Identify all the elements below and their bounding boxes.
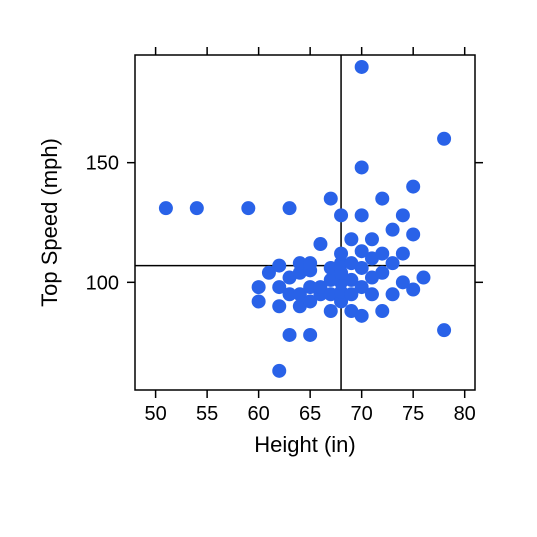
x-tick-label: 65 xyxy=(299,403,321,425)
data-point xyxy=(375,192,389,206)
data-point xyxy=(283,201,297,215)
data-point xyxy=(396,247,410,261)
data-point xyxy=(416,271,430,285)
x-tick-label: 55 xyxy=(196,403,218,425)
data-point xyxy=(190,201,204,215)
data-point xyxy=(303,256,317,270)
data-point xyxy=(324,304,338,318)
y-tick-label: 150 xyxy=(86,153,119,175)
data-point xyxy=(334,247,348,261)
x-tick-label: 70 xyxy=(351,403,373,425)
data-point xyxy=(334,208,348,222)
data-point xyxy=(375,247,389,261)
data-point xyxy=(375,266,389,280)
data-point xyxy=(355,309,369,323)
data-point xyxy=(324,192,338,206)
data-point xyxy=(396,208,410,222)
x-tick-label: 50 xyxy=(144,403,166,425)
data-point xyxy=(313,237,327,251)
data-point xyxy=(344,232,358,246)
data-point xyxy=(355,60,369,74)
x-tick-label: 80 xyxy=(454,403,476,425)
data-point xyxy=(386,256,400,270)
data-point xyxy=(303,328,317,342)
data-point xyxy=(437,323,451,337)
data-point xyxy=(272,259,286,273)
data-point xyxy=(406,283,420,297)
y-axis-label: Top Speed (mph) xyxy=(37,138,62,307)
x-tick-label: 60 xyxy=(248,403,270,425)
data-point xyxy=(406,180,420,194)
data-point xyxy=(159,201,173,215)
data-point xyxy=(355,261,369,275)
data-point xyxy=(365,287,379,301)
data-point xyxy=(375,304,389,318)
data-point xyxy=(386,223,400,237)
data-point xyxy=(355,208,369,222)
scatter-chart: 50 55 60 65 70 75 80 100 150 Height (in) Top Speed… xyxy=(0,0,537,537)
data-point xyxy=(272,299,286,313)
data-point xyxy=(406,227,420,241)
data-point xyxy=(252,280,266,294)
y-tick-label: 100 xyxy=(86,272,119,294)
data-point xyxy=(283,328,297,342)
data-point xyxy=(437,132,451,146)
data-point xyxy=(386,287,400,301)
x-axis-label: Height (in) xyxy=(254,432,355,457)
data-point xyxy=(355,160,369,174)
data-point xyxy=(252,294,266,308)
data-point xyxy=(365,232,379,246)
x-tick-label: 75 xyxy=(402,403,424,425)
data-point xyxy=(241,201,255,215)
data-point xyxy=(272,364,286,378)
